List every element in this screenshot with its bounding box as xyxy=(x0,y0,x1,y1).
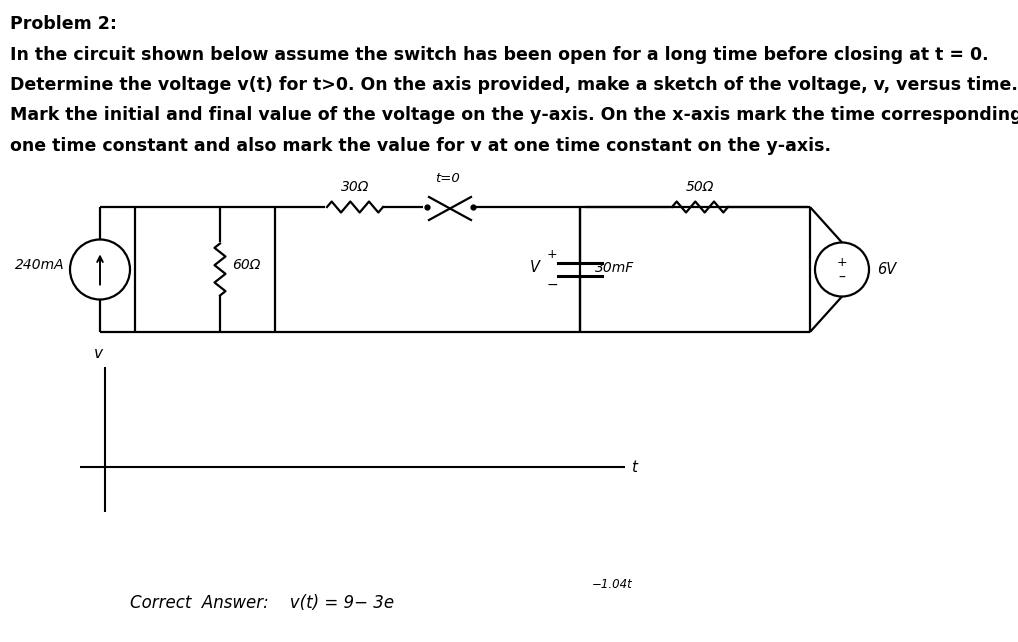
Text: 30Ω: 30Ω xyxy=(341,180,370,194)
Text: Correct  Answer:    v(t) = 9− 3e: Correct Answer: v(t) = 9− 3e xyxy=(130,594,394,612)
Text: −: − xyxy=(547,277,558,291)
Text: –: – xyxy=(839,270,845,284)
Text: one time constant and also mark the value for v at one time constant on the y-ax: one time constant and also mark the valu… xyxy=(10,137,831,155)
Text: Determine the voltage v(t) for t>0. On the axis provided, make a sketch of the v: Determine the voltage v(t) for t>0. On t… xyxy=(10,76,1018,94)
Text: In the circuit shown below assume the switch has been open for a long time befor: In the circuit shown below assume the sw… xyxy=(10,46,988,64)
Text: Mark the initial and final value of the voltage on the y-axis. On the x-axis mar: Mark the initial and final value of the … xyxy=(10,107,1018,125)
Text: 60Ω: 60Ω xyxy=(232,257,261,272)
Text: v: v xyxy=(94,346,103,361)
Text: 6V: 6V xyxy=(876,262,896,277)
Text: 50Ω: 50Ω xyxy=(686,180,715,194)
Text: +: + xyxy=(547,248,557,261)
Text: V: V xyxy=(530,260,540,275)
Text: t=0: t=0 xyxy=(436,172,460,185)
Text: +: + xyxy=(837,256,847,269)
Text: Problem 2:: Problem 2: xyxy=(10,15,117,33)
Text: t: t xyxy=(631,460,637,474)
Text: −1.04t: −1.04t xyxy=(592,578,633,591)
Text: 240mA: 240mA xyxy=(15,257,65,272)
Text: 30mF: 30mF xyxy=(595,261,634,275)
